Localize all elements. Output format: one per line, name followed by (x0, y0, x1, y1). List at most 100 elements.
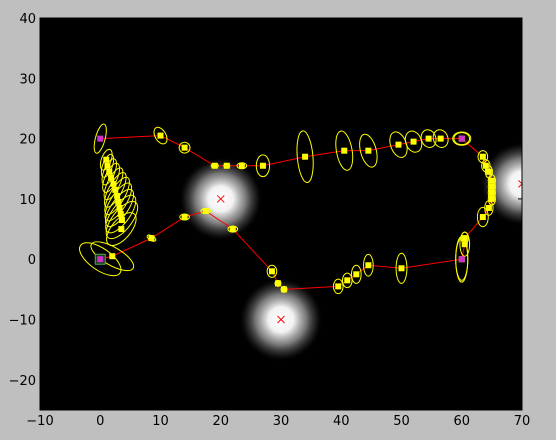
uncertainty-ellipse (332, 278, 344, 295)
x-tick-label: 40 (333, 414, 350, 429)
uncertainty-ellipse (100, 153, 115, 178)
pose-estimate-marker (488, 183, 495, 190)
pose-estimate-marker (181, 144, 188, 151)
pose-estimate-marker (118, 217, 125, 224)
x-tick-label: 50 (393, 414, 410, 429)
uncertainty-ellipse (236, 162, 248, 170)
uncertainty-ellipse (227, 225, 239, 233)
pose-estimate-marker (104, 162, 111, 169)
pose-estimate-marker (341, 147, 348, 154)
uncertainty-ellipse (350, 264, 362, 284)
uncertainty-ellipse (280, 285, 288, 293)
uncertainty-ellipse (274, 279, 282, 287)
uncertainty-ellipse (103, 167, 124, 201)
pose-estimate-marker (103, 156, 110, 163)
pose-estimate-marker (425, 135, 432, 142)
y-tick-label: 20 (19, 133, 36, 148)
pose-estimate-marker (302, 153, 309, 160)
keypose-ellipse (452, 131, 472, 146)
pose-estimate-marker (335, 283, 342, 290)
uncertainty-ellipse (106, 212, 137, 247)
pose-estimate-marker (395, 141, 402, 148)
uncertainty-ellipse (363, 253, 374, 277)
uncertainty-ellipse (296, 130, 314, 184)
pose-estimate-marker (268, 268, 275, 275)
uncertainty-ellipse (453, 132, 471, 146)
uncertainty-ellipse (153, 126, 168, 145)
y-tick-label: −20 (9, 374, 36, 389)
uncertainty-ellipse (341, 272, 353, 289)
pose-estimate-marker (488, 195, 495, 202)
pose-estimate-marker (148, 235, 155, 242)
uncertainty-ellipse (90, 241, 135, 272)
uncertainty-ellipse (476, 206, 489, 228)
landmark-marker (216, 195, 225, 203)
uncertainty-ellipse (255, 154, 271, 178)
pose-estimate-marker (112, 186, 119, 193)
pose-estimate-marker (274, 280, 281, 287)
pose-estimate-marker (259, 162, 266, 169)
x-tick-label: 60 (453, 414, 470, 429)
pose-estimate-marker (344, 277, 351, 284)
keypose-marker (458, 256, 465, 263)
x-tick-label: 70 (514, 414, 531, 429)
pose-estimate-marker (238, 162, 245, 169)
pose-estimate-marker (109, 253, 116, 260)
pose-estimate-marker (398, 265, 405, 272)
pose-estimate-marker (211, 162, 218, 169)
pose-estimate-marker (157, 132, 164, 139)
uncertainty-ellipse (179, 213, 190, 221)
pose-estimate-marker (479, 153, 486, 160)
uncertainty-ellipse (101, 158, 118, 186)
uncertainty-ellipse (432, 129, 449, 148)
x-tick-label: 20 (212, 414, 229, 429)
uncertainty-ellipse (389, 131, 408, 158)
keypose-marker (458, 135, 465, 142)
pose-estimate-marker (461, 241, 468, 248)
uncertainty-ellipse (359, 133, 378, 168)
keypose-marker (97, 135, 104, 142)
x-axis: −10 0 10 20 30 40 50 60 70 (26, 18, 530, 429)
uncertainty-ellipse (395, 252, 408, 284)
pose-estimate-marker (461, 235, 468, 242)
uncertainty-ellipse (266, 264, 278, 278)
pose-estimate-marker (108, 174, 115, 181)
y-axis: −20 −10 0 10 20 30 40 (9, 12, 522, 389)
x-tick-label: 10 (152, 414, 169, 429)
pose-estimate-marker (488, 177, 495, 184)
pose-estimate-marker (181, 214, 188, 221)
pose-estimate-marker (229, 226, 236, 233)
y-tick-label: 10 (19, 193, 36, 208)
keypose-ellipse (455, 235, 469, 283)
y-tick-label: −10 (9, 314, 36, 329)
pose-estimate-marker (114, 192, 121, 199)
pose-estimate-marker (118, 226, 125, 233)
uncertainty-ellipse (105, 200, 139, 240)
pose-estimate-marker (488, 189, 495, 196)
uncertainty-ellipse (335, 130, 354, 171)
pose-estimate-marker (365, 262, 372, 269)
keypose-marker (94, 253, 106, 265)
x-tick-label: −10 (26, 414, 53, 429)
pose-estimate-marker (223, 162, 230, 169)
keypose-ellipse (93, 123, 107, 154)
pose-estimate-marker (479, 214, 486, 221)
pose-estimate-marker (485, 204, 492, 211)
pose-estimate-marker (353, 271, 360, 278)
y-tick-label: 40 (19, 12, 36, 27)
y-tick-label: 30 (19, 72, 36, 87)
pose-estimate-marker (410, 138, 417, 145)
pose-estimate-marker (485, 168, 492, 175)
x-tick-label: 0 (96, 414, 104, 429)
uncertainty-ellipse (178, 141, 191, 154)
pose-estimate-marker (106, 168, 113, 175)
uncertainty-ellipse (481, 159, 491, 173)
pose-estimate-marker (437, 135, 444, 142)
x-tick-label: 30 (273, 414, 290, 429)
keypose-ellipse (79, 242, 122, 277)
uncertainty-ellipse (105, 194, 137, 234)
pose-estimate-marker (110, 180, 117, 187)
pose-estimate-marker (281, 286, 288, 293)
pose-estimate-marker (116, 204, 123, 211)
